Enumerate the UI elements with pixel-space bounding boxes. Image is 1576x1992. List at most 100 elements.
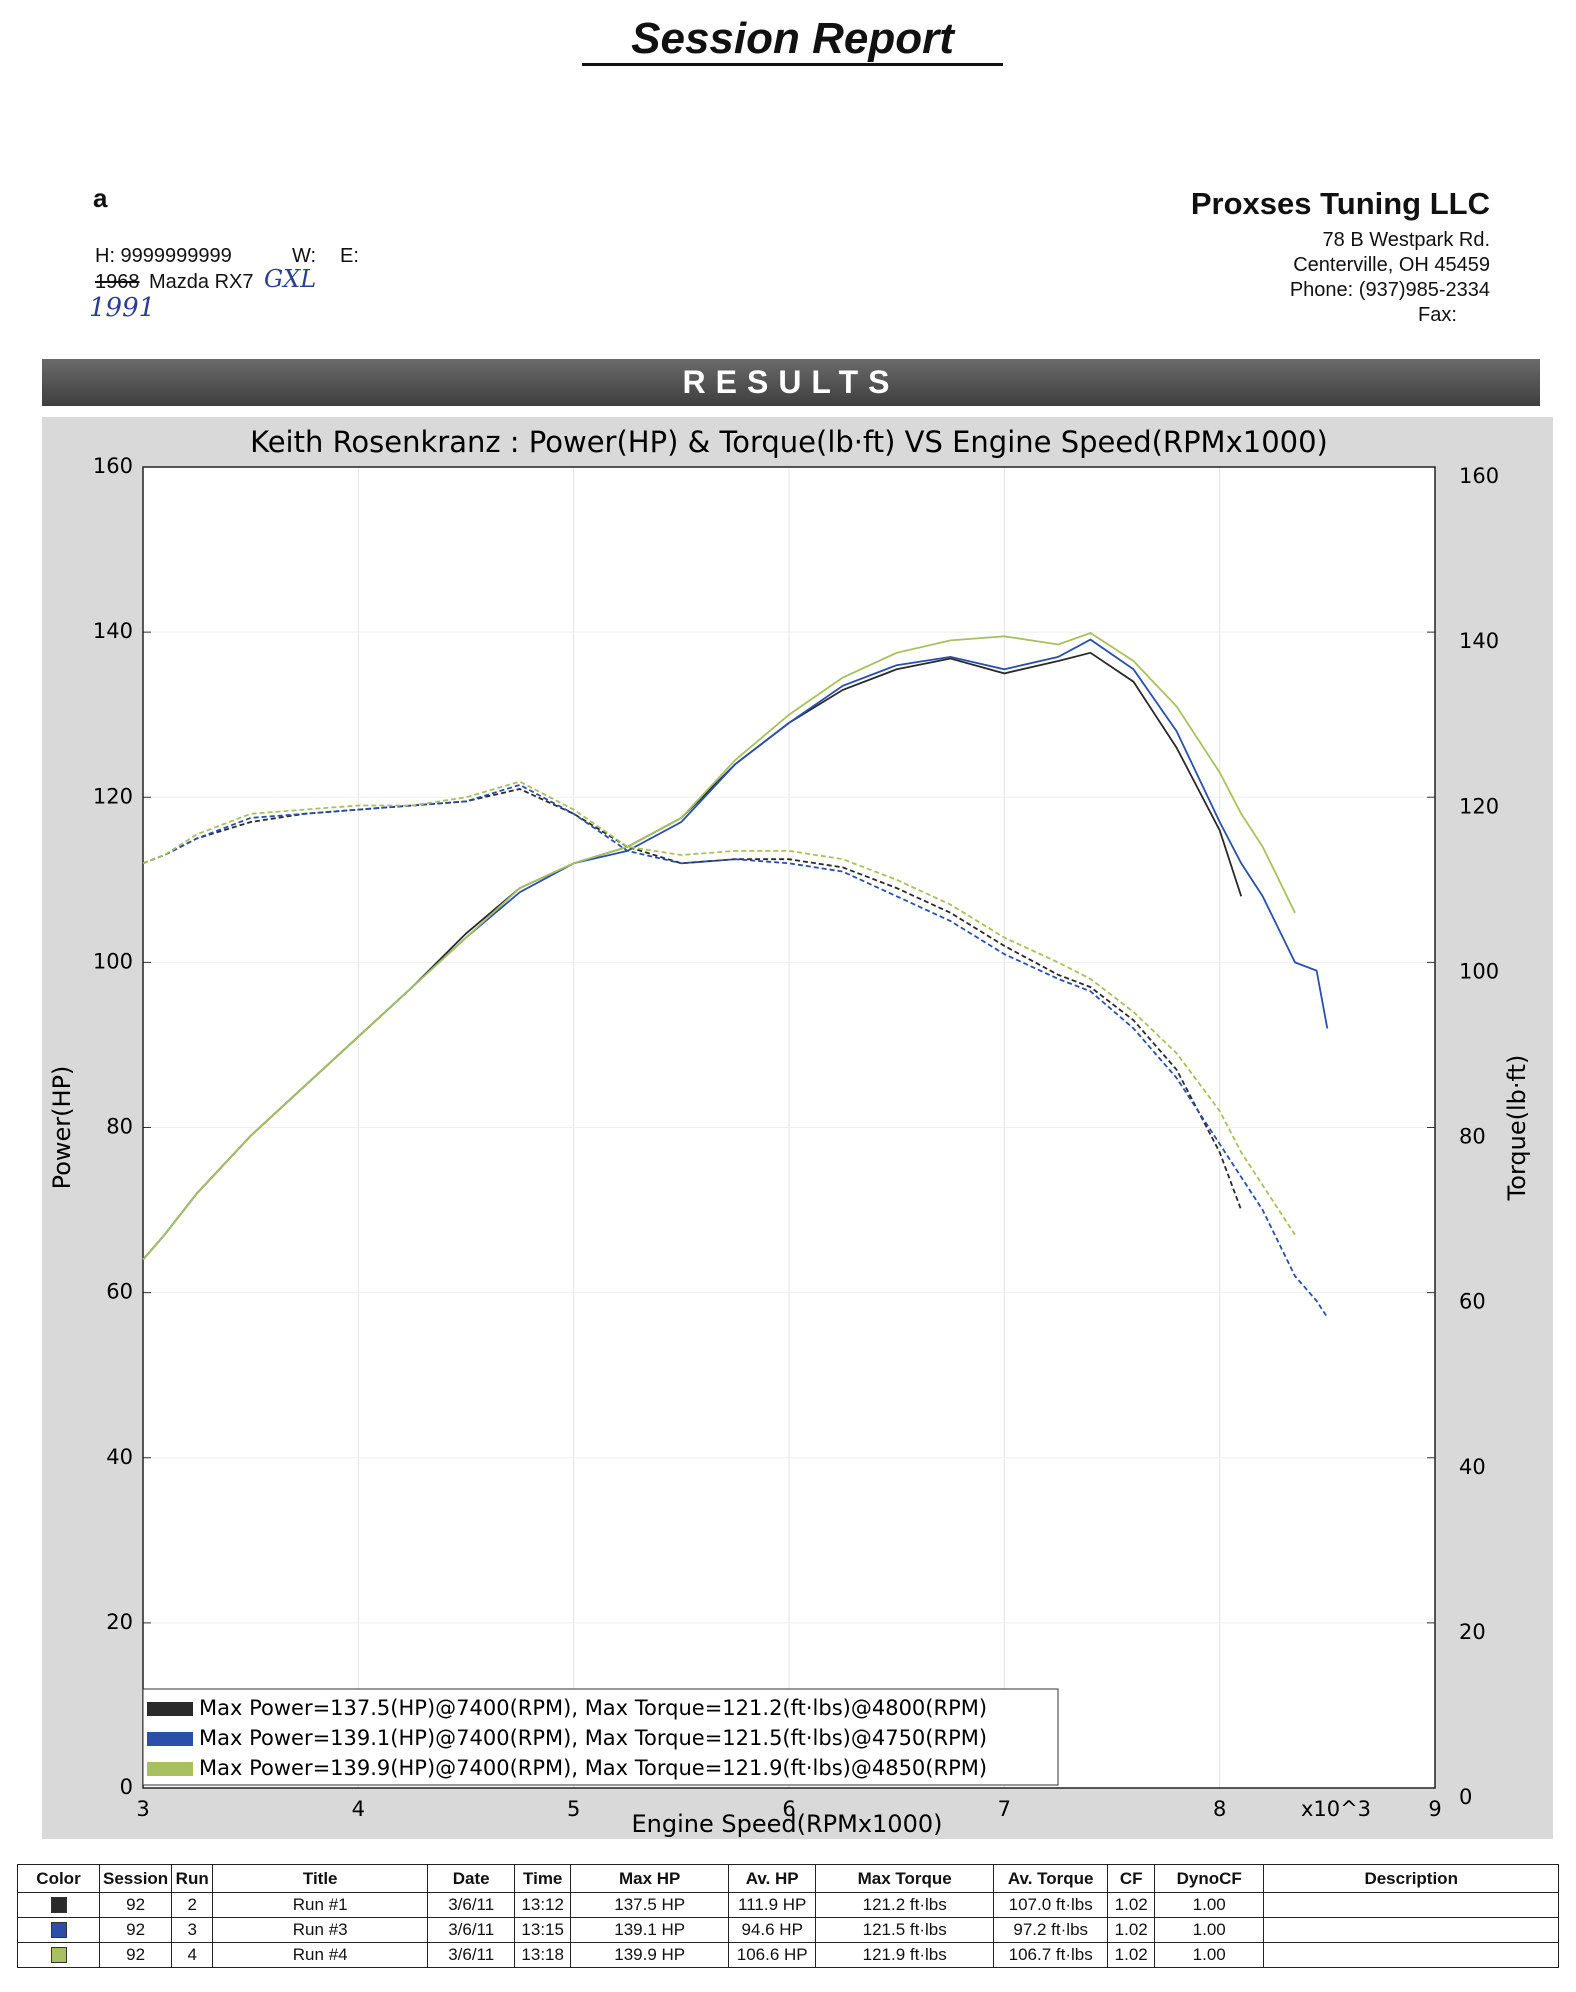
company-phone: Phone: (937)985-2334 [1289,279,1490,301]
table-cell: 4 [171,1942,214,1968]
table-cell: 106.6 HP [728,1942,817,1968]
y2-axis-label: Torque(lb·ft) [1503,1055,1531,1202]
table-cell: 3/6/11 [427,1917,516,1943]
column-header: Session [98,1864,173,1893]
y-tick-label: 100 [93,949,133,973]
table-cell: 3/6/11 [427,1892,516,1918]
chart: Keith Rosenkranz : Power(HP) & Torque(lb… [42,417,1553,1839]
header-row: Color Session Run Title Date Time Max HP Av. HP… [17,1864,1560,1893]
city: Centerville, OH 45459 [1293,254,1490,276]
y-tick-label: 120 [93,784,133,808]
y-tick-label: 80 [106,1115,133,1139]
column-header: Run [171,1864,214,1893]
table-cell: 111.9 HP [728,1892,817,1918]
y-tick-label: 40 [106,1445,133,1469]
column-header: Av. Torque [993,1864,1109,1893]
table-cell: 107.0 ft·lbs [993,1892,1109,1918]
table-cell: 106.7 ft·lbs [993,1942,1109,1968]
x-tick-label: 7 [998,1797,1011,1821]
vehicle: Mazda RX7 [149,271,254,293]
x-tick-label: 6 [782,1797,795,1821]
table-row: 92 2 Run #1 3/6/11 13:12 137.5 HP 111.9 HP 121.… [17,1892,1560,1918]
year: 1968 [95,271,140,293]
table-cell: 137.5 HP [570,1892,730,1918]
y2-tick-label: 160 [1459,464,1499,488]
table-cell: Run #3 [212,1917,429,1943]
y2-tick-label: 140 [1459,629,1499,653]
column-header: Date [427,1864,516,1893]
x-multiplier: x10^3 [1301,1797,1371,1821]
x-axis-label: Engine Speed(RPMx1000) [632,1810,943,1838]
table-cell: 1.02 [1107,1892,1156,1918]
fax: Fax: [1418,304,1457,326]
y-tick-label: 160 [93,454,133,478]
table-cell: 92 [98,1917,173,1943]
color-cell [17,1917,100,1943]
x-tick-label: 8 [1213,1797,1226,1821]
company: Proxses Tuning LLC [1190,186,1490,221]
chart-title: Keith Rosenkranz : Power(HP) & Torque(lb… [250,425,1328,459]
table-cell: 121.5 ft·lbs [815,1917,995,1943]
legend-label: Max Power=137.5(HP)@7400(RPM), Max Torqu… [199,1696,987,1720]
legend-swatch [147,1762,193,1776]
address: 78 B Westpark Rd. [1322,229,1490,251]
phone: H: 9999999999 [95,245,232,267]
legend-swatch [147,1702,193,1716]
results-banner: RESULTS [42,359,1540,406]
column-header: Color [17,1864,100,1893]
table-cell: 2 [171,1892,214,1918]
table-cell: 1.02 [1107,1942,1156,1968]
table-cell: 13:18 [514,1942,572,1968]
table-cell: 92 [98,1942,173,1968]
column-header: Av. HP [728,1864,817,1893]
email: E: [340,245,359,267]
title-underline [582,63,1003,66]
table-cell: 139.9 HP [570,1942,730,1968]
color-swatch [50,1922,67,1938]
table-cell: 139.1 HP [570,1917,730,1943]
table-cell: 1.00 [1154,1917,1265,1943]
y2-tick-label: 20 [1459,1620,1486,1644]
report-title: Session Report [631,14,954,63]
legend-box [142,1688,1059,1786]
color-swatch [50,1897,67,1913]
y-tick-label: 140 [93,619,133,643]
legend-label: Max Power=139.1(HP)@7400(RPM), Max Torqu… [199,1726,987,1750]
plot-border [142,466,1436,1789]
y-tick-label: 60 [106,1280,133,1304]
column-header: Max Torque [815,1864,995,1893]
table-cell: 92 [98,1892,173,1918]
table-cell: 1.00 [1154,1892,1265,1918]
table-body: 92 2 Run #1 3/6/11 13:12 137.5 HP 111.9 HP 121.… [17,1892,1560,1968]
table-cell: 3 [171,1917,214,1943]
column-header: DynoCF [1154,1864,1265,1893]
color-swatch [50,1947,67,1963]
table-cell: Run #4 [212,1942,429,1968]
x-tick-label: 3 [136,1797,149,1821]
legend-label: Max Power=139.9(HP)@7400(RPM), Max Torqu… [199,1756,987,1780]
description-cell [1263,1917,1560,1943]
table-cell: Run #1 [212,1892,429,1918]
table-cell: 1.02 [1107,1917,1156,1943]
y2-tick-label: 60 [1459,1290,1486,1314]
torque-line [142,780,1296,1236]
table-cell: 121.2 ft·lbs [815,1892,995,1918]
x-tick-label: 9 [1428,1797,1441,1821]
column-header: Description [1263,1864,1560,1893]
torque-line [142,783,1329,1318]
table-cell: 97.2 ft·lbs [993,1917,1109,1943]
y2-tick-label: 100 [1459,959,1499,983]
table-cell: 121.9 ft·lbs [815,1942,995,1968]
y-axis-label: Power(HP) [48,1066,76,1190]
x-tick-label: 5 [567,1797,580,1821]
table-cell: 13:12 [514,1892,572,1918]
results-table: Color Session Run Title Date Time Max HP Av. HP… [17,1864,1560,1968]
y2-tick-label: 0 [1459,1785,1472,1809]
table-cell: 13:15 [514,1917,572,1943]
power-line [142,632,1296,1261]
description-cell [1263,1942,1560,1968]
y2-tick-label: 80 [1459,1125,1486,1149]
y2-tick-label: 40 [1459,1455,1486,1479]
table-cell: 1.00 [1154,1942,1265,1968]
